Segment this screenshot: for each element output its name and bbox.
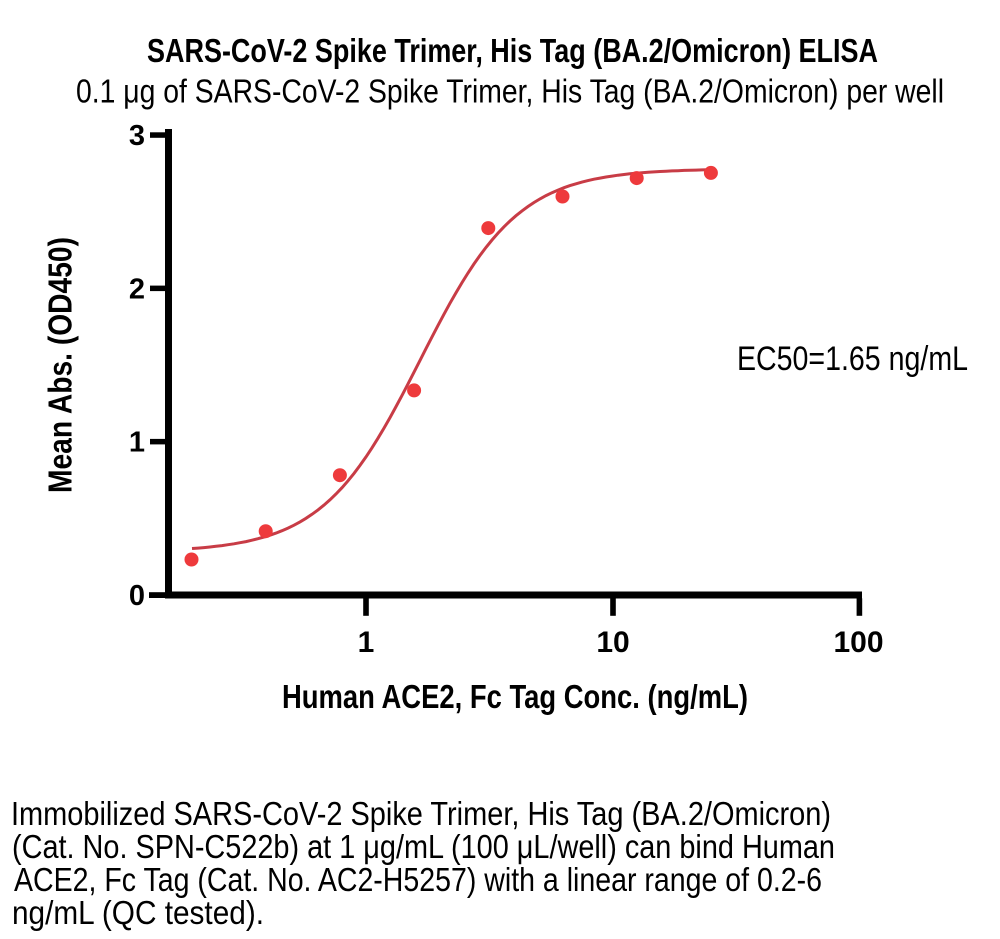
svg-text:2: 2 — [129, 273, 145, 305]
svg-text:Mean Abs. (OD450): Mean Abs. (OD450) — [42, 237, 79, 493]
svg-text:0: 0 — [129, 580, 145, 612]
svg-text:1: 1 — [129, 427, 145, 459]
svg-text:3: 3 — [129, 120, 145, 152]
svg-text:SARS-CoV-2 Spike Trimer, His T: SARS-CoV-2 Spike Trimer, His Tag (BA.2/O… — [147, 32, 878, 69]
svg-text:ACE2, Fc Tag (Cat. No. AC2-H52: ACE2, Fc Tag (Cat. No. AC2-H5257) with a… — [14, 861, 822, 898]
svg-text:Immobilized SARS-CoV-2 Spike T: Immobilized SARS-CoV-2 Spike Trimer, His… — [11, 795, 831, 832]
svg-text:10: 10 — [596, 626, 629, 659]
svg-text:1: 1 — [358, 626, 375, 659]
svg-text:Human ACE2, Fc Tag Conc. (ng/m: Human ACE2, Fc Tag Conc. (ng/mL) — [282, 678, 748, 715]
svg-text:(Cat. No. SPN-C522b) at 1 μg/m: (Cat. No. SPN-C522b) at 1 μg/mL (100 μL/… — [12, 828, 835, 865]
svg-text:EC50=1.65 ng/mL: EC50=1.65 ng/mL — [737, 340, 968, 378]
svg-text:100: 100 — [833, 626, 883, 659]
svg-text:ng/mL (QC tested).: ng/mL (QC tested). — [12, 894, 264, 931]
svg-text:0.1 μg of SARS-CoV-2 Spike Tri: 0.1 μg of SARS-CoV-2 Spike Trimer, His T… — [76, 73, 944, 110]
